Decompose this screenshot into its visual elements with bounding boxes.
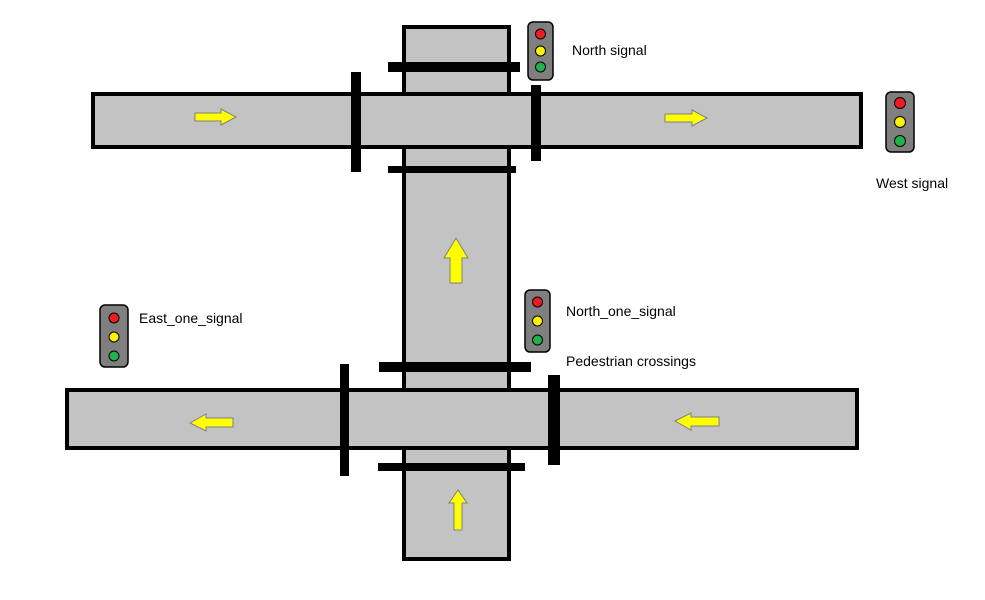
arrow-east-icon <box>194 108 238 126</box>
crossing-bar-top-south <box>388 166 516 173</box>
north-signal-label: North signal <box>572 42 647 58</box>
west-signal-green-lamp <box>894 135 906 147</box>
north-one-signal-yellow-lamp <box>532 315 543 327</box>
north-signal-red-lamp <box>535 28 546 40</box>
east-one-signal-label: East_one_signal <box>139 310 243 326</box>
crossing-bar-bottom-west <box>340 364 349 476</box>
north-one-signal-light-icon <box>524 289 551 353</box>
east-one-signal-light-icon <box>99 304 129 368</box>
west-signal-yellow-lamp <box>894 116 906 128</box>
arrow-north-icon <box>448 489 468 531</box>
arrow-west-icon <box>188 413 234 432</box>
north-signal-light-icon <box>527 21 554 81</box>
west-signal-red-lamp <box>894 97 906 109</box>
east-one-signal-green-lamp <box>108 350 120 362</box>
north-one-signal-green-lamp <box>532 334 543 346</box>
pedestrian-crossings-label: Pedestrian crossings <box>566 353 696 369</box>
north-one-signal-red-lamp <box>532 296 543 308</box>
crossing-bar-bottom-south <box>378 463 525 471</box>
arrow-east-icon <box>664 109 709 127</box>
west-signal-label: West signal <box>876 175 948 191</box>
crossing-bar-top-west <box>351 72 361 172</box>
crossing-bar-bottom-north <box>379 362 531 372</box>
north-signal-yellow-lamp <box>535 45 546 57</box>
north-signal-green-lamp <box>535 61 546 73</box>
bottom-road <box>65 388 859 450</box>
west-signal-light-icon <box>885 91 915 153</box>
east-one-signal-yellow-lamp <box>108 331 120 343</box>
arrow-north-icon <box>443 237 469 284</box>
arrow-west-icon <box>673 412 720 431</box>
east-one-signal-red-lamp <box>108 312 120 324</box>
north-one-signal-label: North_one_signal <box>566 303 676 319</box>
crossing-bar-top-east <box>531 85 541 161</box>
crossing-bar-top-north <box>388 62 520 72</box>
crossing-bar-bottom-east <box>548 375 560 465</box>
